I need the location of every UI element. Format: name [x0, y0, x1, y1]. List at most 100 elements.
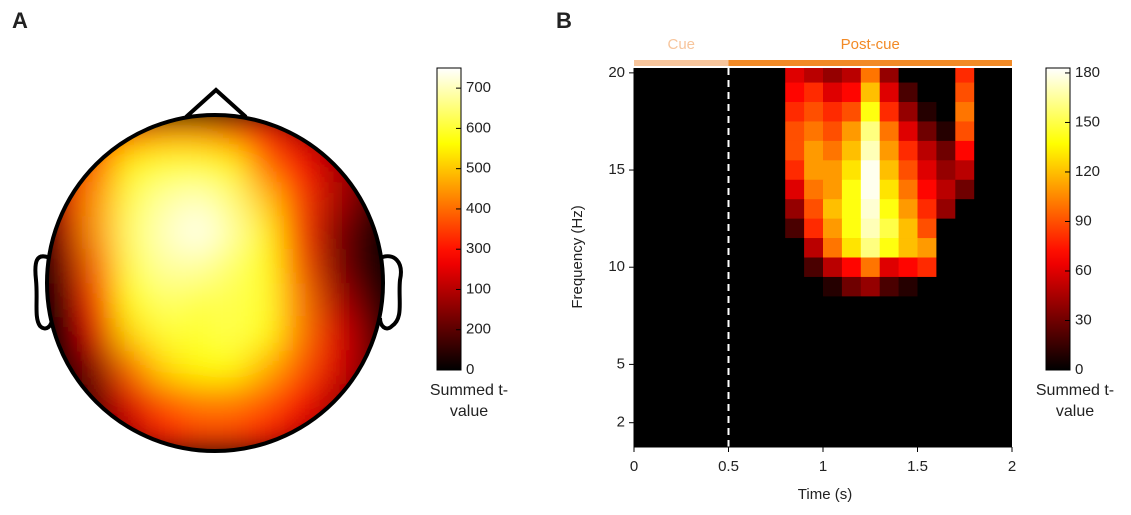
colorbar-tick-label: 500	[466, 160, 491, 177]
y-tick-label: 2	[617, 414, 625, 431]
tf-cell	[728, 238, 748, 258]
tf-cell	[917, 276, 937, 297]
tf-cell	[634, 296, 654, 317]
nose	[184, 87, 248, 119]
tf-cell	[785, 354, 805, 375]
topomap-cell	[80, 182, 115, 217]
tf-cell	[671, 68, 692, 83]
topomap-cell	[147, 316, 182, 351]
tf-cell	[879, 276, 899, 297]
tf-cell	[671, 218, 692, 239]
tf-cell	[917, 218, 937, 239]
topomap-cell	[282, 283, 317, 318]
topomap-cell	[181, 148, 216, 183]
tf-cell	[993, 121, 1012, 142]
tf-cell	[898, 179, 918, 200]
tf-cell	[728, 160, 748, 181]
tf-cell	[974, 412, 994, 433]
tf-cell	[671, 432, 692, 447]
tf-cell	[879, 335, 899, 356]
topomap-cell	[215, 249, 250, 284]
y-tick-label: 15	[608, 161, 625, 178]
tf-cell	[728, 276, 748, 297]
tf-cell	[993, 140, 1012, 161]
tf-cell	[993, 432, 1012, 447]
topomap-cell	[248, 283, 283, 318]
x-axis-label: Time (s)	[798, 486, 852, 503]
tf-cell	[841, 82, 862, 103]
tf-cell	[766, 140, 786, 161]
topomap-cell	[248, 383, 283, 418]
tf-cell	[841, 412, 862, 433]
topomap-cell	[315, 215, 350, 250]
tf-cell	[974, 160, 994, 181]
tf-cell	[671, 276, 692, 297]
tf-cell	[993, 315, 1012, 336]
tf-cell	[823, 374, 843, 394]
tf-cell	[841, 257, 862, 278]
tf-cell	[804, 432, 824, 447]
tf-cell	[652, 218, 673, 239]
tf-cell	[634, 315, 654, 336]
tf-cell	[690, 315, 710, 336]
topomap-cell	[282, 383, 317, 418]
tf-cell	[955, 315, 975, 336]
tf-cell	[804, 238, 824, 258]
tf-cell	[728, 432, 748, 447]
head-outline	[33, 87, 403, 331]
topomap-cell	[315, 182, 350, 217]
tf-cell	[634, 121, 654, 142]
topomap-cell	[114, 215, 149, 250]
tf-cell	[747, 160, 767, 181]
tf-cell	[671, 296, 692, 317]
topomap-cell	[114, 283, 149, 318]
colorbar-tick-label: 180	[1075, 64, 1100, 81]
tf-cell	[728, 68, 748, 83]
tf-cell	[860, 296, 881, 317]
tf-cell	[993, 218, 1012, 239]
tf-cell	[652, 354, 673, 375]
tf-cell	[860, 160, 881, 181]
tf-cell	[936, 140, 956, 161]
tf-cell	[860, 257, 881, 278]
tf-cell	[634, 238, 654, 258]
tf-cell	[690, 179, 710, 200]
tf-cell	[879, 354, 899, 375]
tf-cell	[652, 102, 673, 122]
tf-cell	[728, 199, 748, 220]
tf-cell	[671, 393, 692, 414]
tf-cell	[671, 82, 692, 103]
tf-cell	[766, 160, 786, 181]
topomap-cell	[248, 350, 283, 385]
tf-cell	[917, 82, 937, 103]
topomap-cell	[215, 417, 250, 451]
topomap-cell	[80, 316, 115, 351]
tf-cell	[766, 374, 786, 394]
tf-cell	[993, 68, 1012, 83]
tf-cell	[917, 393, 937, 414]
tf-cell	[709, 412, 729, 433]
tf-cell	[898, 68, 918, 83]
tf-cell	[974, 296, 994, 317]
tf-cell	[652, 121, 673, 142]
tf-cell	[709, 102, 729, 122]
tf-cell	[993, 238, 1012, 258]
tf-cell	[634, 354, 654, 375]
tf-cell	[898, 199, 918, 220]
tf-cell	[936, 276, 956, 297]
colorbar-tick-label: 150	[1075, 113, 1100, 130]
tf-cell	[841, 432, 862, 447]
tf-cell	[898, 335, 918, 356]
topomap-cell	[80, 283, 115, 318]
tf-cell	[652, 276, 673, 297]
tf-cells	[634, 68, 1012, 447]
tf-cell	[841, 276, 862, 297]
tf-cell	[785, 238, 805, 258]
tf-cell	[747, 374, 767, 394]
tf-cell	[709, 335, 729, 356]
topomap-cell	[47, 249, 82, 284]
tf-cell	[993, 276, 1012, 297]
tf-cell	[823, 315, 843, 336]
x-tick-label: 1	[819, 458, 827, 475]
